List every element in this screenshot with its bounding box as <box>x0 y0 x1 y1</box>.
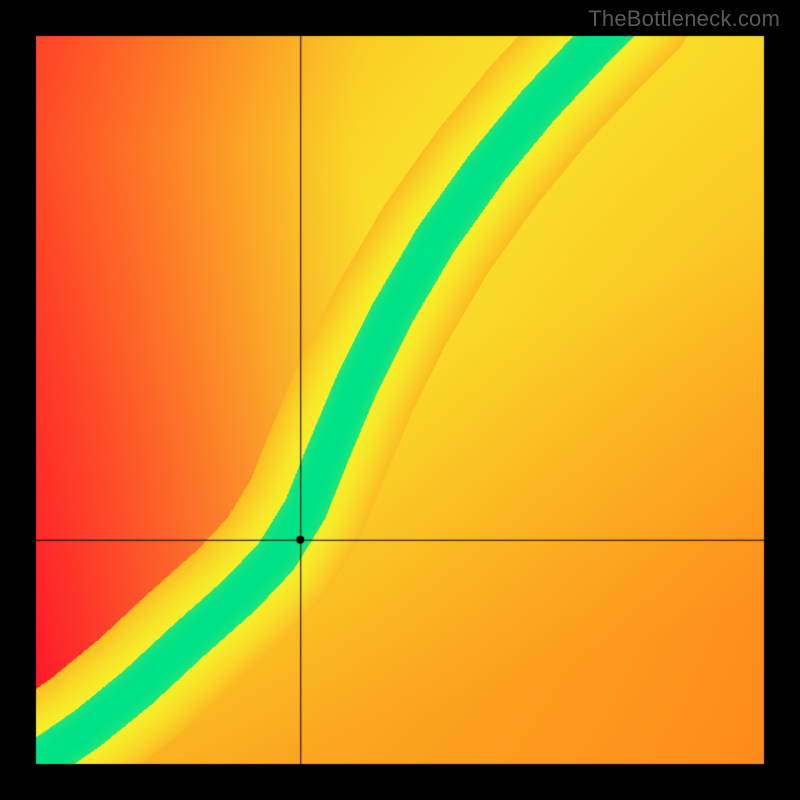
bottleneck-heatmap <box>0 0 800 800</box>
watermark-text: TheBottleneck.com <box>588 6 780 32</box>
